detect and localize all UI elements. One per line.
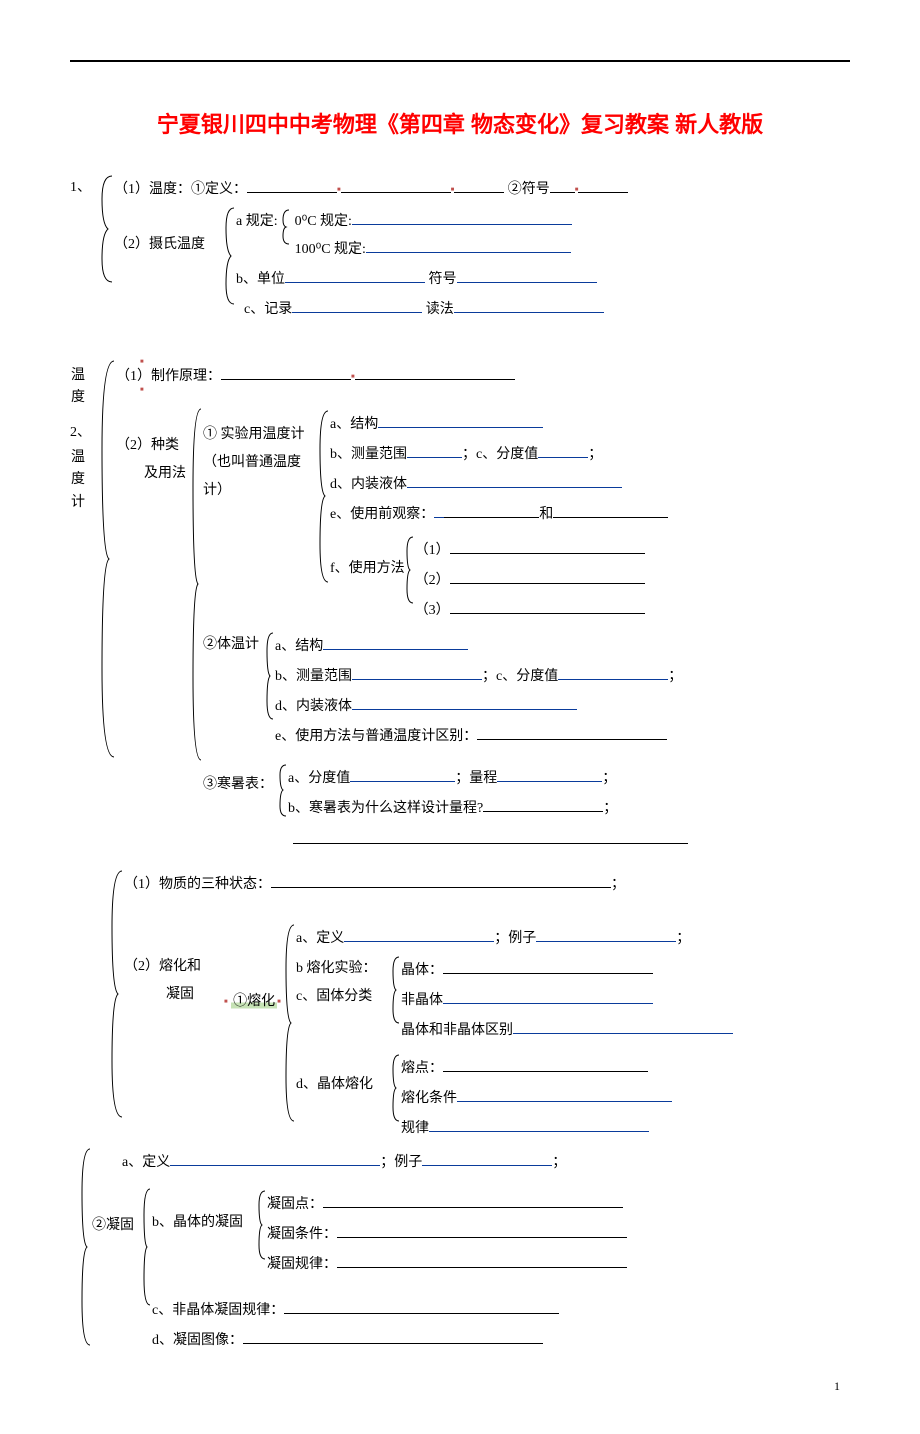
s1-r2d: 100⁰C 规定: (295, 242, 366, 257)
s3s1d3: 规律 (401, 1121, 429, 1136)
s1-r1b: ②符号 (508, 182, 550, 197)
s3s1d2: 熔化条件 (401, 1091, 457, 1106)
s2s2d: d、内装液体 (275, 699, 352, 714)
sec2-text: 温度计 (70, 447, 86, 514)
s2s1ba: b、测量范围 (330, 447, 407, 462)
s3s2b1: 凝固点： (267, 1197, 323, 1212)
s2s1eb: 和 (539, 507, 553, 522)
s3s2ab: ；例子 (380, 1155, 422, 1170)
brace-sub2 (265, 631, 275, 721)
s3s2b3: 凝固规律： (267, 1257, 337, 1272)
s3-r1: （1）物质的三种状态： (124, 877, 271, 892)
s2s1d: d、内装液体 (330, 477, 407, 492)
s2s2a: a、结构 (275, 639, 323, 654)
brace-sub-ronghua (284, 923, 296, 1123)
sec1-text: 温度 (70, 365, 86, 410)
brace-jtngg (257, 1189, 267, 1261)
s3s1b: b 熔化实验： (296, 955, 391, 983)
s2-r2: （2）种类 及用法 (116, 438, 186, 481)
content-body: 1、 （1）温度：①定义：■■ ②符号■ （2）摄氏温度 (70, 174, 850, 1359)
brace-left-3 (110, 869, 124, 1119)
brace-jingti (391, 1053, 401, 1123)
s3s1c3: 晶体和非晶体区别 (401, 1023, 513, 1038)
brace-sub3 (278, 763, 288, 818)
brace-left-2b (191, 407, 203, 762)
s2-sub2: ②体温计 (203, 631, 265, 659)
s1-r2a: a 规定: (236, 214, 278, 229)
page-title: 宁夏银川四中中考物理《第四章 物态变化》复习教案 新人教版 (70, 107, 850, 139)
s2s2ba: b、测量范围 (275, 669, 352, 684)
s3s1c: c、固体分类 (296, 983, 391, 1011)
brace-left-1b (224, 206, 236, 306)
brace-f (405, 535, 415, 605)
s3s2b2: 凝固条件： (267, 1227, 337, 1242)
s2s3b: b、寒暑表为什么这样设计量程? (288, 801, 483, 816)
brace-left-1 (100, 174, 114, 284)
s2s3ab: ；量程 (455, 771, 497, 786)
s1-r3a: b、单位 (236, 272, 285, 287)
brace-ninggu-outer (80, 1147, 92, 1347)
s1f2: （2） (415, 573, 450, 588)
brace-tiny (281, 208, 291, 246)
s2s3aa: a、分度值 (288, 771, 350, 786)
page-number: 1 (70, 1379, 850, 1394)
s1-r4b: 读法 (426, 302, 454, 317)
s1f3: （3） (415, 603, 450, 618)
s1-r3b: 符号 (429, 272, 457, 287)
sec2-num: 2、 (70, 419, 100, 447)
s3s1d: d、晶体熔化 (296, 1053, 391, 1099)
s2s2bb: ；c、分度值 (482, 669, 558, 684)
s3-sub1: ①熔化 (231, 994, 277, 1009)
s1-r4a: c、记录 (244, 302, 292, 317)
top-rule (70, 60, 850, 62)
s2s1a: a、结构 (330, 417, 378, 432)
s3s2aa: a、定义 (122, 1155, 170, 1170)
s2s1ea: e、使用前观察： (330, 507, 434, 522)
s2s1f: f、使用方法 (330, 535, 405, 583)
s1f1: （1） (415, 543, 450, 558)
s3-r2: （2）熔化和 凝固 (124, 959, 201, 1002)
s3s2c: c、非晶体凝固规律： (152, 1303, 284, 1318)
s2-sub1: ① 实验用温度计（也叫普通温度计） (203, 427, 305, 498)
s2s1bb: ；c、分度值 (462, 447, 538, 462)
s3s2d: d、凝固图像： (152, 1333, 243, 1348)
brace-left-2 (100, 359, 116, 759)
s3s1c2: 非晶体 (401, 993, 443, 1008)
brace-ninggu (142, 1187, 152, 1307)
s3s1ab: ；例子 (494, 931, 536, 946)
s1-r2b: 0⁰C 规定: (295, 214, 352, 229)
s3s1aa: a、定义 (296, 931, 344, 946)
brace-sub1 (318, 409, 330, 584)
s1-r1a: （1）温度：①定义： (114, 182, 247, 197)
s1-r2c: （2）摄氏温度 (114, 237, 205, 252)
s3s1d1: 熔点： (401, 1061, 443, 1076)
s2-sub3: ③寒暑表： (203, 763, 278, 799)
s2s2e: e、使用方法与普通温度计区别： (275, 729, 477, 744)
s3s1c1: 晶体： (401, 963, 443, 978)
s3s2b: b、晶体的凝固 (152, 1189, 257, 1237)
brace-guti (391, 955, 401, 1025)
s2-r1: （1）制作原理： (116, 369, 221, 384)
sec1-num: 1、 (70, 174, 100, 202)
s3-sub2: ②凝固 (92, 1187, 142, 1240)
